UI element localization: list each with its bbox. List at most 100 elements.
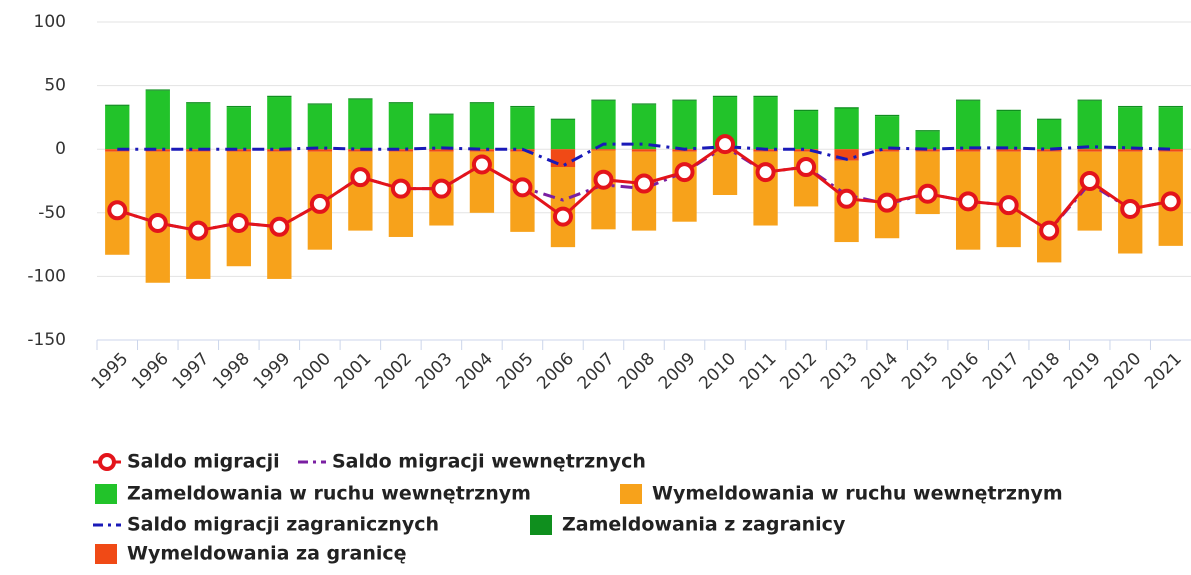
bar	[226, 149, 251, 152]
bar	[1037, 119, 1062, 150]
bar	[996, 149, 1021, 152]
bar	[307, 104, 333, 150]
x-tick-label: 2001	[331, 349, 376, 394]
y-tick-label: -150	[27, 330, 66, 350]
y-tick-label: 50	[44, 76, 66, 96]
marker	[309, 193, 330, 214]
bar	[955, 99, 981, 101]
legend-label: Saldo migracji	[127, 451, 280, 473]
marker	[634, 173, 654, 194]
bar	[631, 149, 657, 152]
x-tick-label: 2003	[412, 349, 457, 394]
y-tick-label: -100	[27, 266, 66, 286]
bar	[591, 100, 616, 150]
bar	[105, 105, 130, 150]
bar	[1037, 118, 1062, 120]
marker	[877, 192, 898, 213]
x-tick-label: 2015	[898, 349, 943, 394]
bar	[1077, 99, 1102, 101]
bar	[388, 149, 414, 152]
marker	[917, 183, 938, 204]
y-tick-label: -50	[38, 203, 66, 223]
bar	[348, 99, 373, 150]
bar	[186, 102, 211, 104]
bar	[1158, 105, 1183, 108]
bar	[591, 149, 616, 151]
marker	[552, 206, 573, 227]
marker	[1039, 220, 1060, 241]
legend-swatch	[530, 515, 552, 535]
legend-swatch	[95, 544, 117, 564]
bar	[915, 130, 940, 132]
bar	[793, 109, 819, 112]
bar	[955, 149, 981, 152]
legend-swatch	[95, 484, 117, 504]
bar	[915, 151, 940, 215]
x-tick-label: 2017	[979, 349, 1024, 394]
marker	[350, 167, 371, 188]
bar	[874, 149, 900, 152]
bar	[874, 114, 900, 117]
x-tick-label: 2011	[736, 349, 781, 394]
bar	[1077, 100, 1102, 150]
bar	[105, 104, 130, 106]
bar	[510, 105, 535, 108]
bar	[186, 103, 211, 150]
bar	[874, 116, 900, 150]
x-tick-label: 2016	[938, 349, 983, 394]
bar	[1118, 149, 1143, 152]
bar	[591, 150, 616, 230]
marker	[1120, 198, 1141, 219]
x-tick-label: 1995	[88, 349, 133, 394]
bar	[267, 97, 292, 150]
marker	[796, 157, 817, 178]
bar	[429, 149, 454, 152]
marker	[1160, 191, 1181, 212]
x-tick-label: 2008	[614, 349, 659, 394]
bar	[793, 149, 819, 152]
bar	[469, 103, 495, 150]
bar	[631, 103, 657, 105]
x-tick-label: 2009	[655, 349, 700, 394]
marker	[715, 134, 736, 155]
bar	[550, 118, 576, 120]
x-tick-label: 2010	[695, 349, 740, 394]
bar	[631, 104, 657, 150]
bar	[145, 149, 170, 152]
bar	[145, 89, 170, 91]
bar	[388, 102, 414, 104]
bar	[712, 151, 738, 195]
x-tick-label: 2014	[857, 349, 902, 394]
bar	[591, 99, 616, 101]
x-tick-label: 2019	[1060, 349, 1105, 394]
marker	[674, 162, 695, 183]
x-tick-label: 2006	[533, 349, 578, 394]
bar	[1037, 149, 1062, 152]
x-tick-label: 1999	[250, 349, 295, 394]
x-tick-label: 2020	[1101, 349, 1146, 394]
marker	[998, 195, 1019, 216]
marker	[755, 162, 776, 183]
bar	[388, 103, 414, 150]
bar	[915, 149, 940, 152]
x-tick-label: 2000	[290, 349, 335, 394]
marker	[188, 220, 209, 241]
marker	[836, 188, 857, 209]
bar	[186, 151, 211, 279]
bar	[1118, 107, 1143, 150]
marker	[107, 200, 128, 221]
bar	[996, 111, 1021, 150]
marker	[1079, 171, 1100, 191]
x-tick-label: 2002	[371, 349, 416, 394]
bar	[550, 149, 576, 168]
bar	[753, 95, 778, 98]
bar	[672, 100, 697, 150]
bar	[226, 151, 251, 267]
legend-label: Zameldowania w ruchu wewnętrznym	[127, 483, 531, 505]
marker	[471, 154, 492, 175]
bar	[429, 113, 454, 115]
legend-label: Zameldowania z zagranicy	[562, 514, 846, 536]
bar	[915, 131, 940, 150]
bar	[712, 95, 738, 98]
